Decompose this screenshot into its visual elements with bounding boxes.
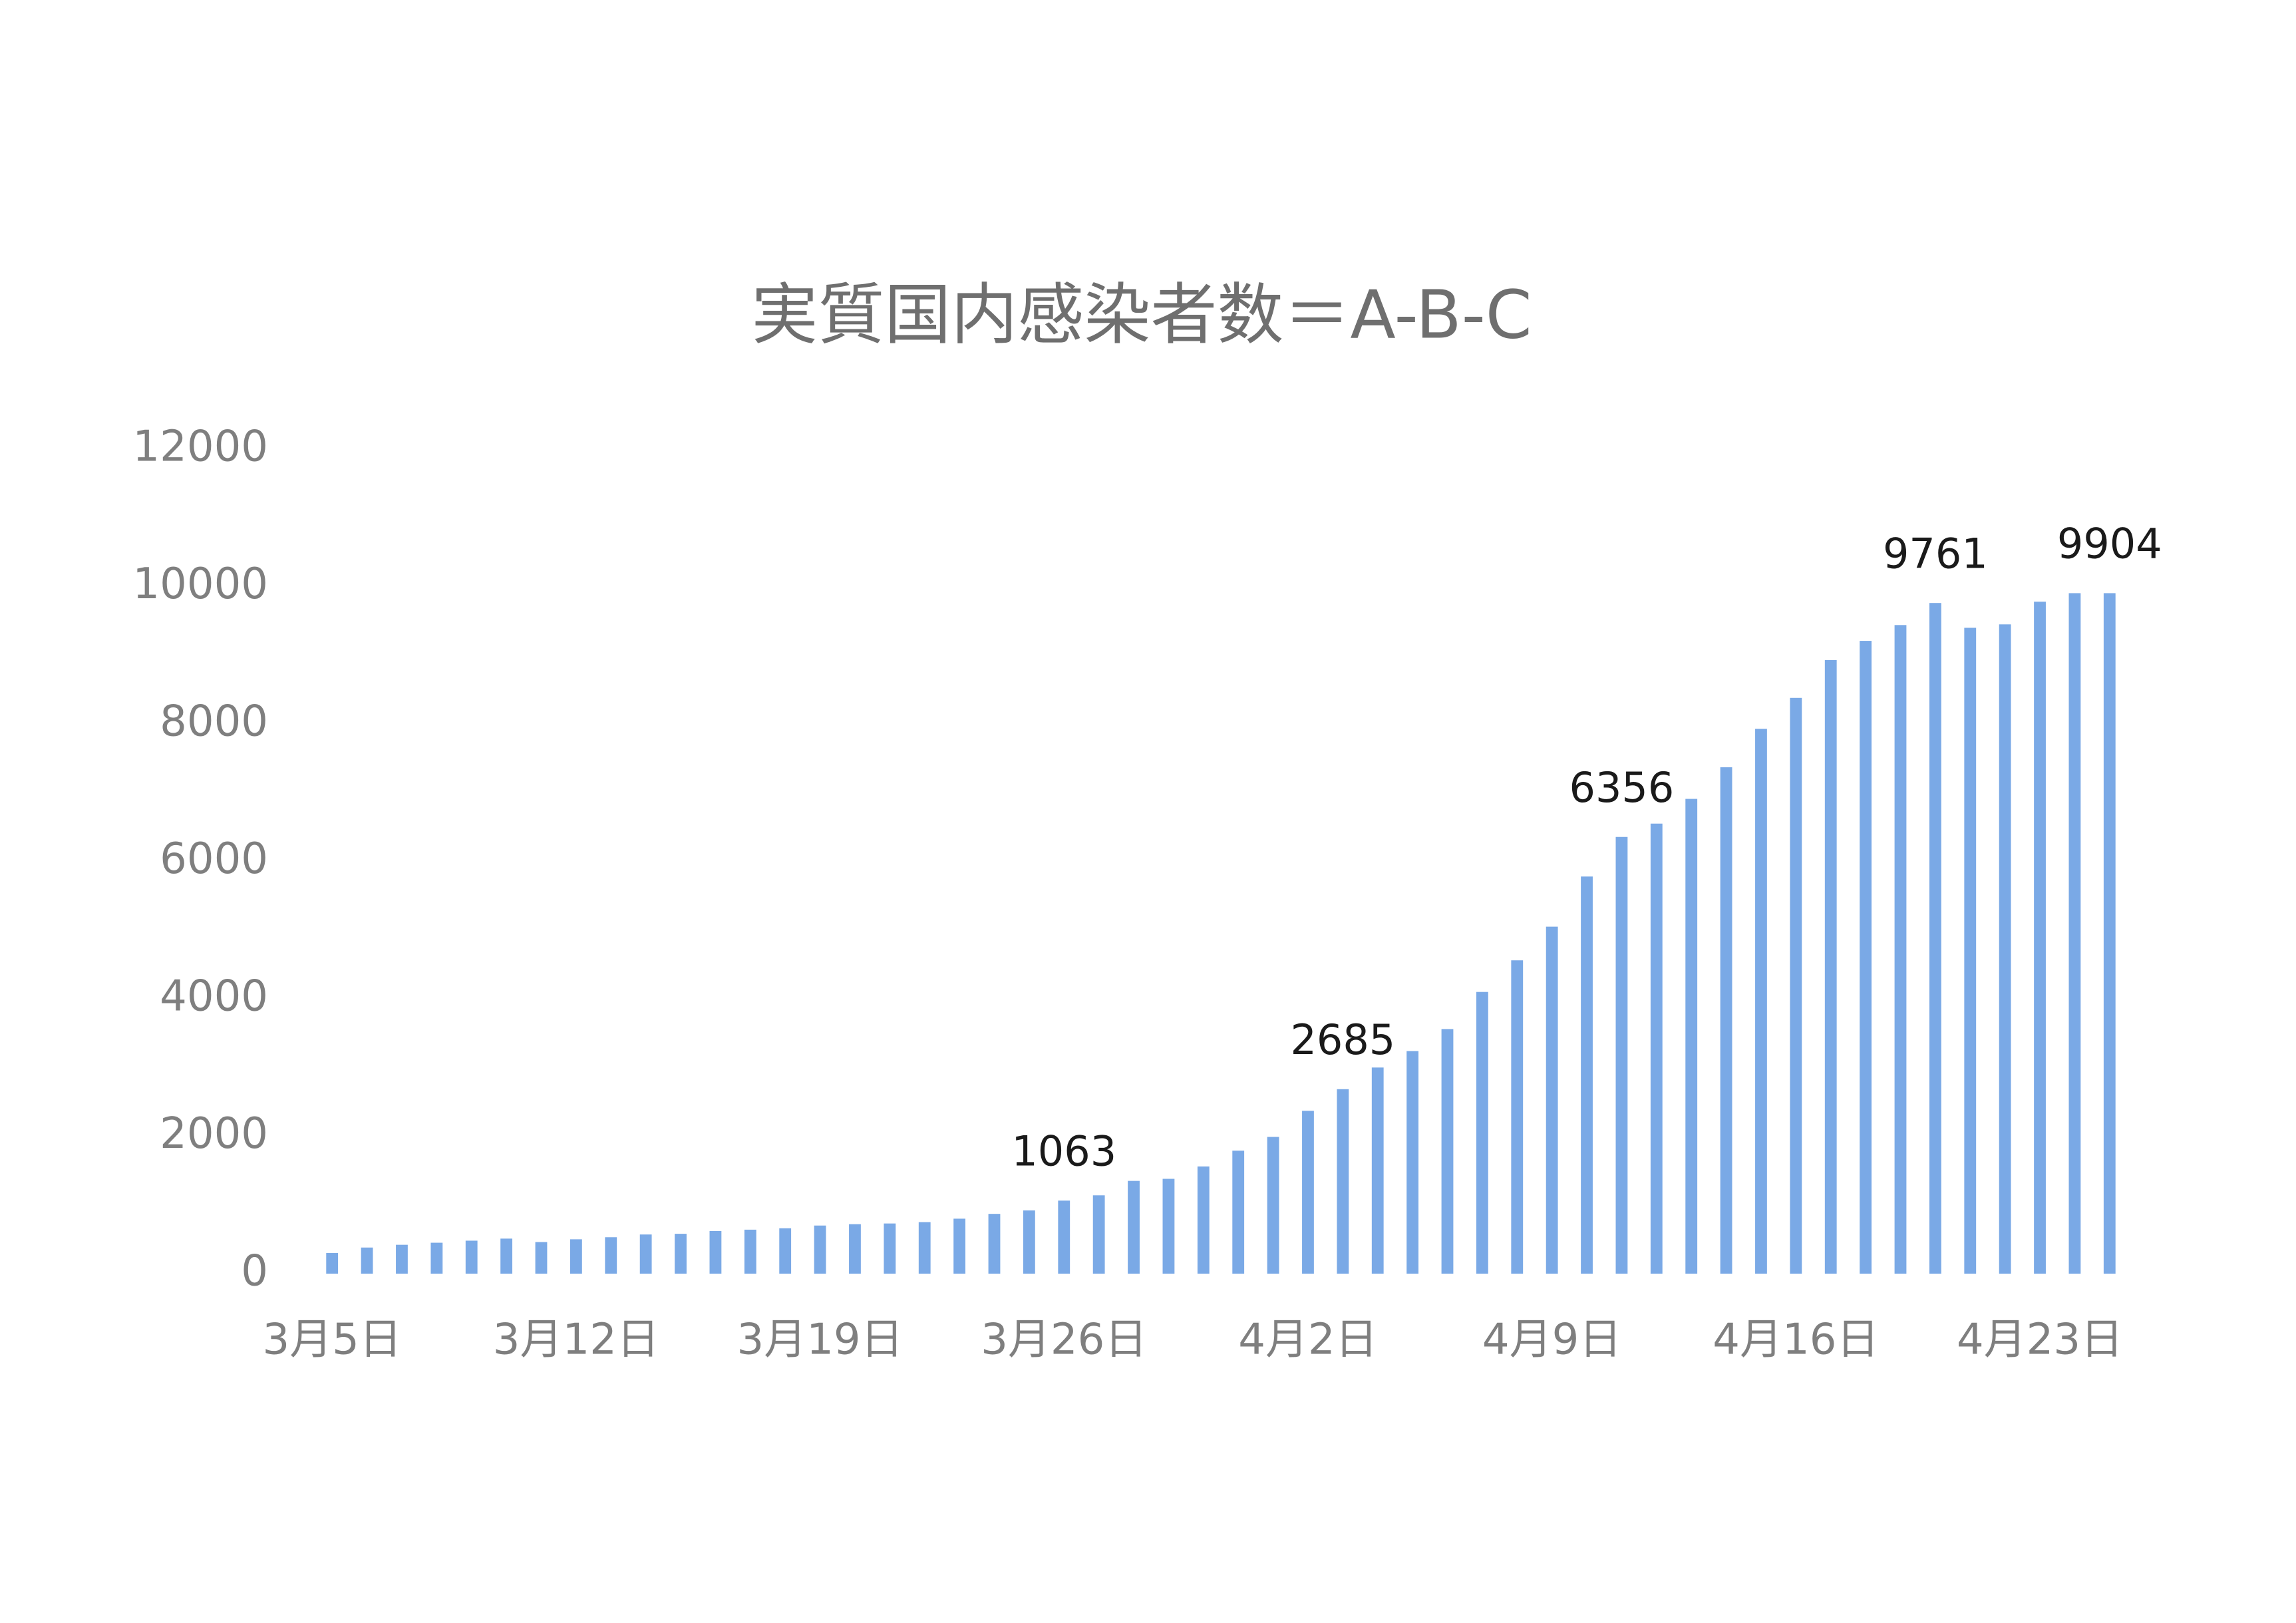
bar: [1824, 659, 1837, 1274]
bar: [1615, 836, 1628, 1274]
bar: [326, 1253, 339, 1274]
bar: [1755, 729, 1767, 1274]
bar: [639, 1234, 652, 1274]
bar: [605, 1237, 617, 1274]
x-tick-label: 3月26日: [981, 1316, 1147, 1365]
data-label: 9904: [2057, 520, 2162, 568]
bar: [744, 1229, 756, 1274]
bar: [1929, 603, 1941, 1274]
data-label: 1063: [1011, 1127, 1116, 1175]
bar: [2103, 593, 2116, 1274]
bar: [1720, 767, 1732, 1274]
bar: [1546, 926, 1558, 1274]
x-tick-label: 3月12日: [493, 1316, 659, 1365]
bar: [1058, 1200, 1070, 1274]
bar: [396, 1244, 408, 1274]
y-tick-label: 12000: [132, 423, 268, 472]
bar: [953, 1218, 966, 1274]
bar: [1476, 992, 1488, 1274]
x-tick-label: 4月23日: [1957, 1316, 2123, 1365]
bar: [1337, 1089, 1349, 1274]
bar: [1790, 697, 1802, 1274]
bar: [1092, 1195, 1105, 1274]
bar: [918, 1222, 931, 1274]
bar: [884, 1223, 896, 1274]
bar: [430, 1242, 443, 1274]
bar: [1894, 625, 1907, 1274]
bar: [814, 1225, 826, 1274]
bar: [1128, 1180, 1140, 1274]
bar: [675, 1234, 687, 1274]
bar: [1650, 823, 1663, 1274]
y-tick-label: 8000: [160, 697, 268, 747]
bar: [465, 1240, 478, 1274]
bar: [1441, 1029, 1454, 1274]
bar: [1581, 876, 1593, 1274]
bar: [1232, 1151, 1245, 1274]
data-label: 6356: [1569, 763, 1675, 812]
data-label: 9761: [1883, 529, 1988, 578]
x-tick-label: 3月19日: [737, 1316, 903, 1365]
bar: [1162, 1178, 1175, 1274]
bar: [1406, 1051, 1419, 1274]
x-tick-label: 4月9日: [1482, 1316, 1621, 1365]
bar: [1964, 628, 1977, 1274]
bar: [361, 1247, 373, 1274]
bar: [1023, 1210, 1035, 1274]
x-tick-label: 3月5日: [262, 1316, 401, 1365]
bar: [1685, 799, 1698, 1274]
bar: [500, 1238, 513, 1274]
y-tick-label: 4000: [160, 972, 268, 1021]
bar: [1197, 1166, 1210, 1274]
x-tick-label: 4月16日: [1713, 1316, 1879, 1365]
bar: [1860, 641, 1872, 1274]
y-tick-label: 0: [241, 1247, 268, 1296]
bar: [570, 1239, 582, 1274]
bar: [1267, 1137, 1279, 1274]
bar: [2034, 602, 2046, 1274]
y-tick-label: 6000: [160, 834, 268, 884]
bar: [849, 1224, 861, 1274]
data-label: 2685: [1290, 1015, 1395, 1064]
y-tick-label: 2000: [160, 1109, 268, 1159]
bar: [779, 1228, 792, 1274]
x-tick-label: 4月2日: [1238, 1316, 1377, 1365]
bar: [709, 1230, 722, 1274]
bar: [535, 1242, 548, 1274]
bar: [1511, 960, 1524, 1274]
bar: [988, 1214, 1001, 1274]
chart-title: 実質国内感染者数＝A-B-C: [751, 275, 1532, 353]
bar: [1999, 624, 2011, 1274]
bar: [1302, 1111, 1314, 1274]
bar: [2068, 593, 2081, 1274]
y-tick-label: 10000: [132, 560, 268, 609]
bar: [1371, 1067, 1384, 1274]
